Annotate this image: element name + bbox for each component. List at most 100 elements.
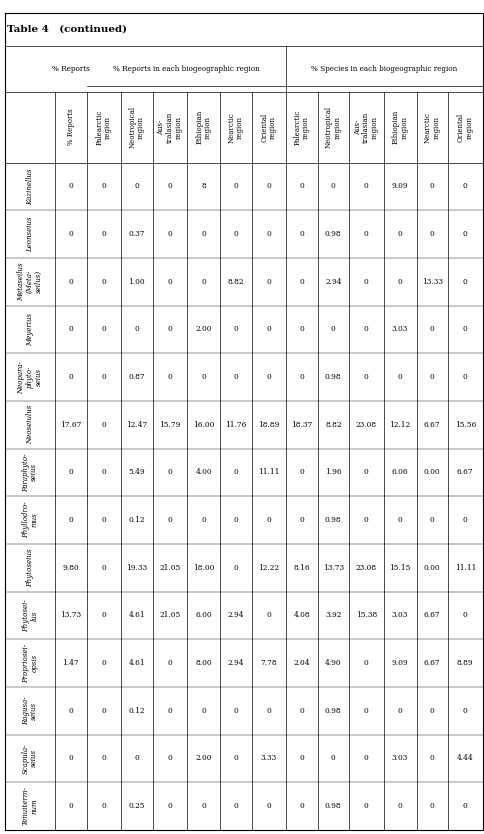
Text: 0: 0 bbox=[68, 183, 73, 190]
Text: % Reports in each biogeographic region: % Reports in each biogeographic region bbox=[113, 65, 259, 73]
Text: 4.08: 4.08 bbox=[293, 611, 310, 620]
Text: 15.56: 15.56 bbox=[454, 420, 475, 429]
Text: 0: 0 bbox=[429, 325, 434, 334]
Text: 0: 0 bbox=[134, 183, 139, 190]
Text: 0: 0 bbox=[167, 659, 172, 667]
Text: 2.04: 2.04 bbox=[293, 659, 309, 667]
Text: 0.12: 0.12 bbox=[128, 516, 145, 524]
Text: 0.37: 0.37 bbox=[128, 230, 145, 239]
Text: 0: 0 bbox=[462, 278, 467, 286]
Text: 0: 0 bbox=[101, 373, 106, 381]
Text: Aus-
tralasian
region: Aus- tralasian region bbox=[157, 112, 182, 143]
Text: 0.98: 0.98 bbox=[324, 230, 341, 239]
Text: 0: 0 bbox=[363, 659, 368, 667]
Text: 0: 0 bbox=[68, 516, 73, 524]
Text: 0: 0 bbox=[330, 183, 335, 190]
Text: Phytosei-
lus: Phytosei- lus bbox=[22, 599, 38, 631]
Text: 0: 0 bbox=[101, 325, 106, 334]
Text: 18.00: 18.00 bbox=[193, 564, 214, 572]
Text: 21.05: 21.05 bbox=[159, 564, 180, 572]
Text: 0: 0 bbox=[462, 802, 467, 810]
Text: Phyllodro-
mus: Phyllodro- mus bbox=[22, 502, 38, 538]
Text: 4.61: 4.61 bbox=[128, 611, 145, 620]
Text: 0: 0 bbox=[462, 325, 467, 334]
Text: 21.05: 21.05 bbox=[159, 611, 180, 620]
Text: 0: 0 bbox=[299, 373, 303, 381]
Text: 15.38: 15.38 bbox=[355, 611, 376, 620]
Text: Phytoseius: Phytoseius bbox=[26, 549, 34, 587]
Text: 23.08: 23.08 bbox=[355, 564, 376, 572]
Text: 1.96: 1.96 bbox=[324, 469, 341, 476]
Text: 0: 0 bbox=[201, 230, 206, 239]
Text: 0: 0 bbox=[429, 802, 434, 810]
Text: Oriental
region: Oriental region bbox=[456, 113, 472, 142]
Text: 0: 0 bbox=[429, 516, 434, 524]
Text: 0: 0 bbox=[429, 183, 434, 190]
Text: 0: 0 bbox=[68, 802, 73, 810]
Text: 11.76: 11.76 bbox=[225, 420, 246, 429]
Text: 23.08: 23.08 bbox=[355, 420, 376, 429]
Text: 9.09: 9.09 bbox=[391, 659, 408, 667]
Text: 0: 0 bbox=[266, 230, 271, 239]
Text: 0: 0 bbox=[363, 278, 368, 286]
Text: 13.73: 13.73 bbox=[322, 564, 343, 572]
Text: 0: 0 bbox=[233, 706, 238, 715]
Text: Neopara-
phyto-
seius: Neopara- phyto- seius bbox=[17, 360, 43, 394]
Text: 0: 0 bbox=[330, 754, 335, 762]
Text: 0: 0 bbox=[429, 230, 434, 239]
Text: 1.47: 1.47 bbox=[62, 659, 79, 667]
Text: 12.22: 12.22 bbox=[258, 564, 279, 572]
Text: 0: 0 bbox=[429, 373, 434, 381]
Text: 6.06: 6.06 bbox=[391, 469, 408, 476]
Text: 0: 0 bbox=[299, 706, 303, 715]
Text: 0: 0 bbox=[299, 183, 303, 190]
Text: 0: 0 bbox=[363, 373, 368, 381]
Text: Nearctic
region: Nearctic region bbox=[423, 112, 439, 143]
Text: 3.33: 3.33 bbox=[260, 754, 276, 762]
Text: Tenuiterm-
num: Tenuiterm- num bbox=[22, 786, 38, 826]
Text: 4.44: 4.44 bbox=[456, 754, 472, 762]
Text: Leonseius: Leonseius bbox=[26, 216, 34, 252]
Text: 0.00: 0.00 bbox=[423, 564, 439, 572]
Text: 8.00: 8.00 bbox=[195, 659, 212, 667]
Text: Meyerius: Meyerius bbox=[26, 313, 34, 346]
Text: 0: 0 bbox=[167, 469, 172, 476]
Text: Propriosei-
opsis: Propriosei- opsis bbox=[22, 644, 38, 682]
Text: 0: 0 bbox=[101, 278, 106, 286]
Text: 0: 0 bbox=[167, 754, 172, 762]
Text: 0: 0 bbox=[397, 802, 402, 810]
Text: 0: 0 bbox=[201, 373, 206, 381]
Text: 0: 0 bbox=[233, 754, 238, 762]
Text: 9.80: 9.80 bbox=[62, 564, 79, 572]
Text: 0: 0 bbox=[233, 325, 238, 334]
Text: 3.03: 3.03 bbox=[391, 754, 408, 762]
Text: Scapula-
seius: Scapula- seius bbox=[22, 743, 38, 774]
Text: 0: 0 bbox=[167, 278, 172, 286]
Text: 0: 0 bbox=[299, 802, 303, 810]
Text: Oriental
region: Oriental region bbox=[260, 113, 276, 142]
Text: % Reports: % Reports bbox=[67, 109, 75, 145]
Text: 0: 0 bbox=[167, 183, 172, 190]
Text: 8.16: 8.16 bbox=[293, 564, 310, 572]
Text: 0.98: 0.98 bbox=[324, 706, 341, 715]
Text: 0: 0 bbox=[429, 754, 434, 762]
Text: 0: 0 bbox=[266, 183, 271, 190]
Text: 9.09: 9.09 bbox=[391, 183, 408, 190]
Text: Ragusa-
seius: Ragusa- seius bbox=[22, 696, 38, 725]
Text: 0.98: 0.98 bbox=[324, 373, 341, 381]
Text: 0: 0 bbox=[266, 373, 271, 381]
Text: Neotropical
region: Neotropical region bbox=[324, 106, 341, 148]
Text: 6.67: 6.67 bbox=[423, 659, 439, 667]
Text: 0.98: 0.98 bbox=[324, 802, 341, 810]
Text: 17.67: 17.67 bbox=[60, 420, 81, 429]
Text: 0: 0 bbox=[101, 659, 106, 667]
Text: 18.89: 18.89 bbox=[257, 420, 279, 429]
Text: 8.82: 8.82 bbox=[227, 278, 243, 286]
Text: 0: 0 bbox=[299, 516, 303, 524]
Text: 11.11: 11.11 bbox=[454, 564, 475, 572]
Text: 4.90: 4.90 bbox=[324, 659, 341, 667]
Text: 0: 0 bbox=[167, 516, 172, 524]
Text: 0: 0 bbox=[397, 230, 402, 239]
Text: Palearctic
region: Palearctic region bbox=[95, 109, 112, 145]
Text: 0: 0 bbox=[167, 230, 172, 239]
